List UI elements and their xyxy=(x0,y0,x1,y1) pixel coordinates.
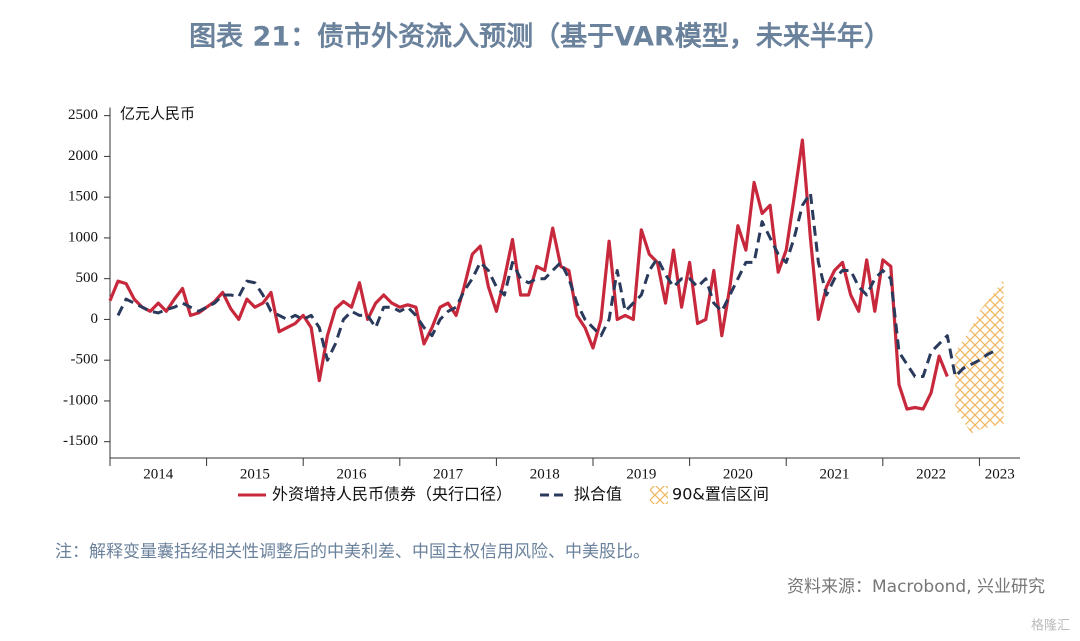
chart-title: 图表 21：债市外资流入预测（基于VAR模型，未来半年） xyxy=(189,21,891,53)
x-tick-label: 2015 xyxy=(240,466,270,482)
x-tick-label: 2021 xyxy=(820,466,850,482)
legend-label: 90&置信区间 xyxy=(672,485,769,504)
watermark: 格隆汇 xyxy=(1031,618,1070,634)
x-tick-label: 2022 xyxy=(916,466,946,482)
y-tick-label: 500 xyxy=(76,270,99,286)
y-tick-label: -1500 xyxy=(63,433,98,449)
x-tick-label: 2019 xyxy=(626,466,656,482)
legend-swatch xyxy=(650,486,669,504)
y-tick-label: 0 xyxy=(91,311,99,327)
note: 注：解释变量囊括经相关性调整后的中美利差、中国主权信用风险、中美股比。 xyxy=(55,542,650,562)
y-axis-label: 亿元人民币 xyxy=(120,105,195,123)
legend-label: 拟合值 xyxy=(574,485,622,504)
x-tick-label: 2016 xyxy=(337,466,368,482)
y-tick-label: 1000 xyxy=(68,229,98,245)
x-tick-label: 2023 xyxy=(985,466,1015,482)
x-tick-label: 2014 xyxy=(143,466,174,482)
series-line xyxy=(108,138,949,411)
legend-label: 外资增持人民币债券（央行口径） xyxy=(272,485,512,504)
y-tick-label: -1000 xyxy=(63,392,98,408)
x-tick-label: 2020 xyxy=(723,466,753,482)
source: 资料来源：Macrobond, 兴业研究 xyxy=(787,577,1045,597)
confidence-band xyxy=(955,278,1004,434)
y-tick-label: 2500 xyxy=(68,107,98,123)
x-tick-label: 2017 xyxy=(433,466,464,482)
y-tick-label: 1500 xyxy=(68,189,98,205)
y-tick-label: -500 xyxy=(71,352,99,368)
y-tick-label: 2000 xyxy=(68,148,98,164)
series-line xyxy=(116,191,997,378)
x-tick-label: 2018 xyxy=(530,466,560,482)
